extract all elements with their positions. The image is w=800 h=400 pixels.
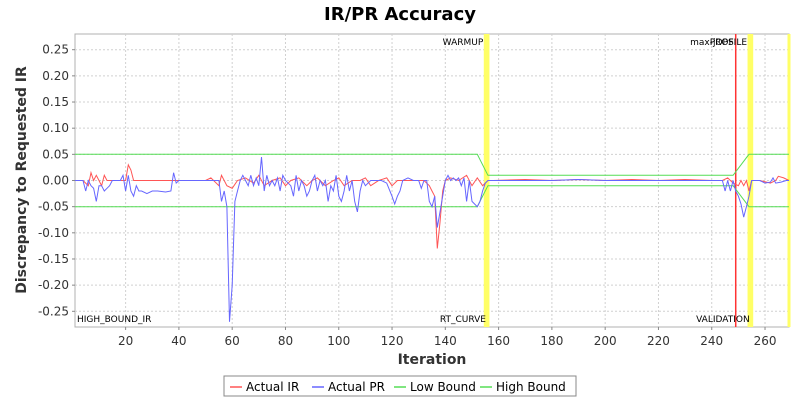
y-tick-label: 0.25 xyxy=(42,43,69,57)
y-tick-label: -0.10 xyxy=(38,226,69,240)
y-axis: -0.25 -0.20 -0.15 -0.10 -0.05 0.00 0.05 0.10 0.1… xyxy=(38,43,75,318)
legend-label: High Bound xyxy=(496,380,566,394)
x-tick-label: 80 xyxy=(278,334,293,348)
series-line xyxy=(75,185,789,208)
x-tick-label: 260 xyxy=(754,334,777,348)
y-tick-label: -0.05 xyxy=(38,200,69,214)
corner-label: HIGH_BOUND_IR xyxy=(77,315,151,325)
x-tick-label: 20 xyxy=(118,334,133,348)
x-tick-label: 40 xyxy=(171,334,186,348)
x-tick-label: 200 xyxy=(594,334,617,348)
y-axis-label: Discrepancy to Requested IR xyxy=(14,66,30,294)
y-tick-label: -0.15 xyxy=(38,252,69,266)
x-axis: 20 40 60 80 100 120 140 160 180 200 220 240 260 xyxy=(118,327,776,348)
grid-layer xyxy=(75,34,789,327)
legend-label: Low Bound xyxy=(410,380,476,394)
y-tick-label: 0.10 xyxy=(42,121,69,135)
x-tick-label: 100 xyxy=(327,334,350,348)
series-line xyxy=(75,153,789,176)
legend: Actual IR Actual PR Low Bound High Bound xyxy=(223,375,577,397)
x-tick-label: 140 xyxy=(434,334,457,348)
marker-label: VALIDATION xyxy=(696,315,750,325)
legend-label: Actual IR xyxy=(246,380,299,394)
y-tick-label: 0.05 xyxy=(42,147,69,161)
y-tick-label: -0.20 xyxy=(38,278,69,292)
x-tick-label: 120 xyxy=(381,334,404,348)
y-tick-label: 0.20 xyxy=(42,69,69,83)
x-tick-label: 160 xyxy=(487,334,510,348)
marker-label: max-jOPS xyxy=(690,38,734,48)
x-axis-label: Iteration xyxy=(398,352,467,368)
series-line xyxy=(75,156,789,322)
chart-title: IR/PR Accuracy xyxy=(324,4,476,25)
x-tick-label: 180 xyxy=(540,334,563,348)
marker-label: PROFILE xyxy=(710,38,748,48)
series-layer xyxy=(75,153,790,322)
legend-label: Actual PR xyxy=(328,380,385,394)
y-tick-label: -0.25 xyxy=(38,304,69,318)
marker-label: WARMUP xyxy=(443,38,484,48)
y-tick-label: 0.00 xyxy=(42,174,69,188)
x-tick-label: 240 xyxy=(700,334,723,348)
marker-label: RT_CURVE xyxy=(440,315,486,325)
y-tick-label: 0.15 xyxy=(42,95,69,109)
legend-box xyxy=(223,375,577,397)
x-tick-label: 60 xyxy=(225,334,240,348)
x-tick-label: 220 xyxy=(647,334,670,348)
